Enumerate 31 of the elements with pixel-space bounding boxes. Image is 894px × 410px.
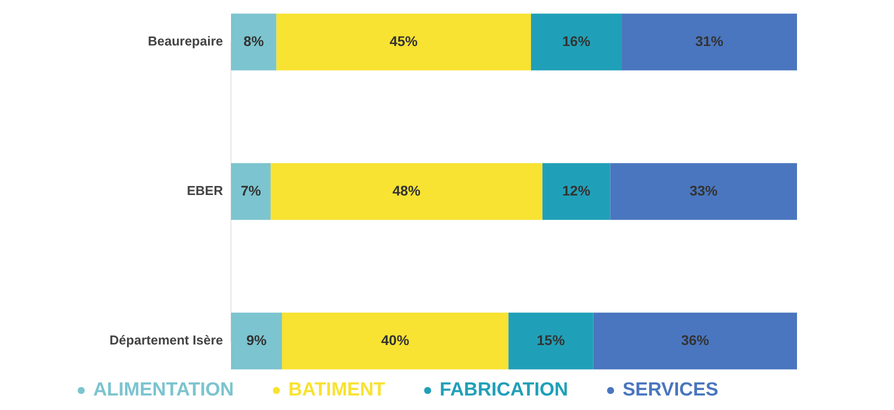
y-tick-label: Département Isère	[110, 332, 223, 348]
data-label: 12%	[562, 182, 591, 198]
legend-label: FABRICATION	[440, 380, 568, 401]
data-label: 36%	[681, 332, 710, 348]
legend-label: ALIMENTATION	[93, 380, 234, 401]
bar	[610, 163, 797, 220]
bar	[508, 312, 594, 370]
data-label: 45%	[390, 32, 418, 49]
bar	[542, 163, 610, 220]
bar	[231, 312, 282, 370]
bar	[231, 14, 276, 70]
legend-label: BATIMENT	[288, 380, 386, 401]
data-label: 16%	[562, 32, 591, 49]
bar	[276, 14, 531, 70]
data-label: 33%	[690, 182, 718, 198]
data-label: 7%	[240, 182, 262, 198]
bar	[270, 163, 542, 220]
data-label: 9%	[246, 332, 268, 348]
data-label: 15%	[536, 332, 566, 348]
y-tick-label: EBER	[186, 183, 224, 198]
y-tick-label: Beaurepaire	[148, 34, 223, 49]
legend-label: SERVICES	[622, 380, 718, 401]
data-label: 8%	[244, 32, 264, 49]
bar	[530, 14, 622, 70]
bar	[282, 312, 508, 370]
bar	[231, 163, 271, 220]
bar	[593, 312, 797, 370]
bar	[622, 14, 797, 70]
data-label: 48%	[392, 182, 422, 198]
data-label: 40%	[381, 332, 410, 348]
data-label: 31%	[695, 32, 724, 49]
